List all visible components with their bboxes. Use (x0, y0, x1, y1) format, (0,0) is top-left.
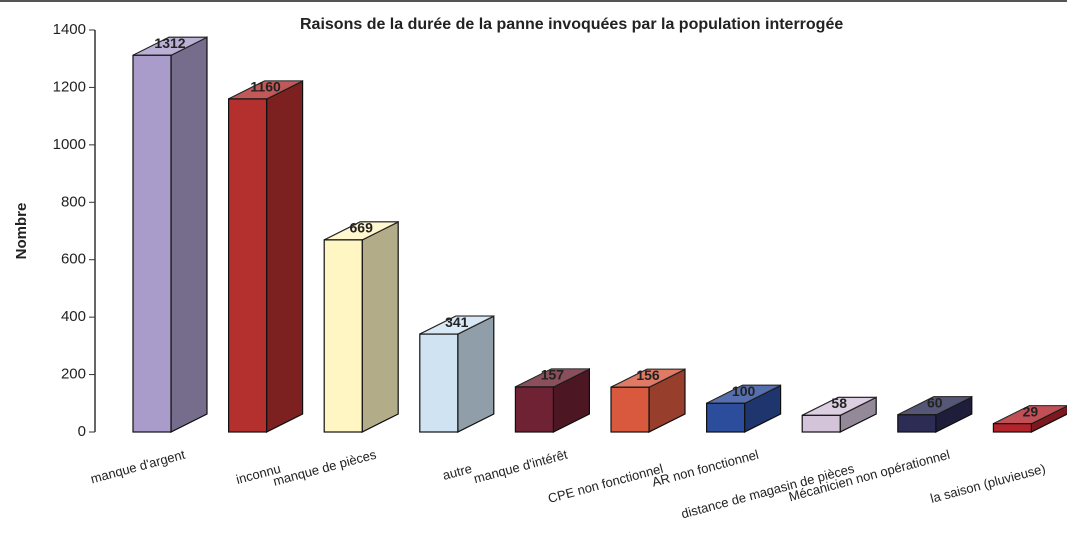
value-label: 58 (831, 395, 847, 411)
bar (514, 386, 555, 433)
y-tick-label: 600 (61, 251, 86, 268)
bar (228, 98, 268, 433)
bar-side-shade (1031, 405, 1067, 432)
bar-top-shade (611, 369, 685, 388)
bar-side-shade (171, 37, 207, 433)
value-label: 60 (927, 394, 943, 410)
y-tick-label: 1400 (53, 21, 86, 38)
bar (132, 54, 172, 433)
bar-side-shade (266, 80, 303, 433)
value-label: 1312 (154, 35, 185, 51)
bar-side-shade (840, 397, 877, 432)
value-label: 669 (350, 220, 374, 236)
value-label: 156 (636, 367, 660, 383)
value-label: 100 (732, 383, 756, 399)
bar-top-shade (515, 368, 590, 387)
bar (610, 386, 650, 433)
y-tick-label: 1200 (53, 78, 86, 95)
chart-title: Raisons de la durée de la panne invoquée… (300, 16, 843, 33)
bar (419, 333, 459, 433)
bar-side-shade (457, 316, 494, 432)
bar-top-shade (228, 80, 303, 99)
bar (323, 239, 363, 433)
bar-top-shade (802, 397, 877, 416)
bar-side-shade (649, 369, 685, 432)
y-tick-label: 1000 (53, 136, 86, 153)
bar-top-shade (993, 405, 1067, 424)
value-label: 157 (541, 367, 565, 383)
bar-top-shade (324, 221, 399, 240)
y-tick-label: 200 (61, 366, 86, 383)
x-tick-label: autre (441, 461, 474, 483)
bar-top-shade (419, 316, 494, 335)
bar-side-shade (553, 368, 590, 432)
y-axis-label: Nombre (13, 203, 30, 260)
value-label: 29 (1023, 403, 1039, 419)
bar (801, 414, 841, 433)
bar (705, 402, 746, 433)
bar-side-shade (744, 385, 781, 432)
bar-top-shade (133, 37, 207, 56)
bar-side-shade (935, 396, 972, 432)
bar (897, 414, 937, 433)
value-label: 341 (445, 314, 469, 330)
value-label: 1160 (250, 79, 281, 95)
y-tick-label: 800 (61, 193, 86, 210)
y-tick-label: 400 (61, 308, 86, 325)
y-tick-label: 0 (78, 423, 86, 440)
bar-top-shade (706, 385, 781, 404)
bar (992, 423, 1033, 433)
bar-top-shade (897, 396, 972, 415)
bar-side-shade (362, 221, 399, 432)
